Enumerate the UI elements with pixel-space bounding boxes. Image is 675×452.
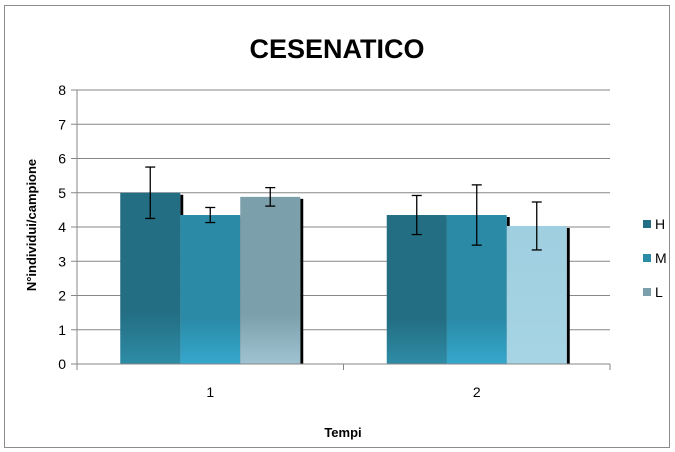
legend-item-M: M [643, 250, 667, 266]
error-bar-H-2 [411, 194, 422, 236]
legend: H M L [643, 216, 667, 300]
chart-title: CESENATICO [249, 34, 424, 64]
axes [71, 89, 611, 370]
error-bars [145, 166, 542, 251]
x-tick-label: 1 [206, 384, 214, 400]
legend-swatch [643, 220, 651, 228]
y-axis-title: N°individui/campione [24, 159, 39, 291]
legend-label: M [655, 250, 667, 266]
legend-label: H [655, 216, 665, 232]
error-bar-M-2 [471, 184, 482, 246]
bar-H-1 [120, 192, 181, 364]
legend-item-L: L [643, 284, 663, 300]
y-tick-label: 1 [58, 322, 66, 338]
error-bar-M-1 [205, 206, 216, 224]
y-tick-label: 3 [58, 253, 66, 269]
legend-swatch [643, 288, 651, 296]
y-tick-labels: 0 1 2 3 4 5 6 7 8 [58, 82, 66, 372]
y-tick-label: 6 [58, 151, 66, 167]
y-tick-label: 8 [58, 82, 66, 98]
y-tick-label: 4 [58, 219, 66, 235]
bar-shadow [300, 198, 304, 364]
error-bar-L-2 [531, 201, 542, 251]
bar-shadow [566, 227, 570, 364]
x-axis-title: Tempi [324, 425, 361, 440]
y-tick-label: 0 [58, 356, 66, 372]
legend-item-H: H [643, 216, 665, 232]
bar-L-1 [240, 196, 301, 364]
bar-M-1 [180, 215, 241, 364]
x-tick-label: 2 [473, 384, 481, 400]
error-bar-L-1 [265, 186, 276, 207]
bars [120, 192, 570, 364]
legend-label: L [655, 284, 663, 300]
y-tick-label: 5 [58, 185, 66, 201]
y-tick-label: 7 [58, 116, 66, 132]
legend-swatch [643, 254, 651, 262]
bar-H-2 [386, 215, 447, 364]
y-tick-label: 2 [58, 288, 66, 304]
error-bar-H-1 [145, 166, 156, 220]
